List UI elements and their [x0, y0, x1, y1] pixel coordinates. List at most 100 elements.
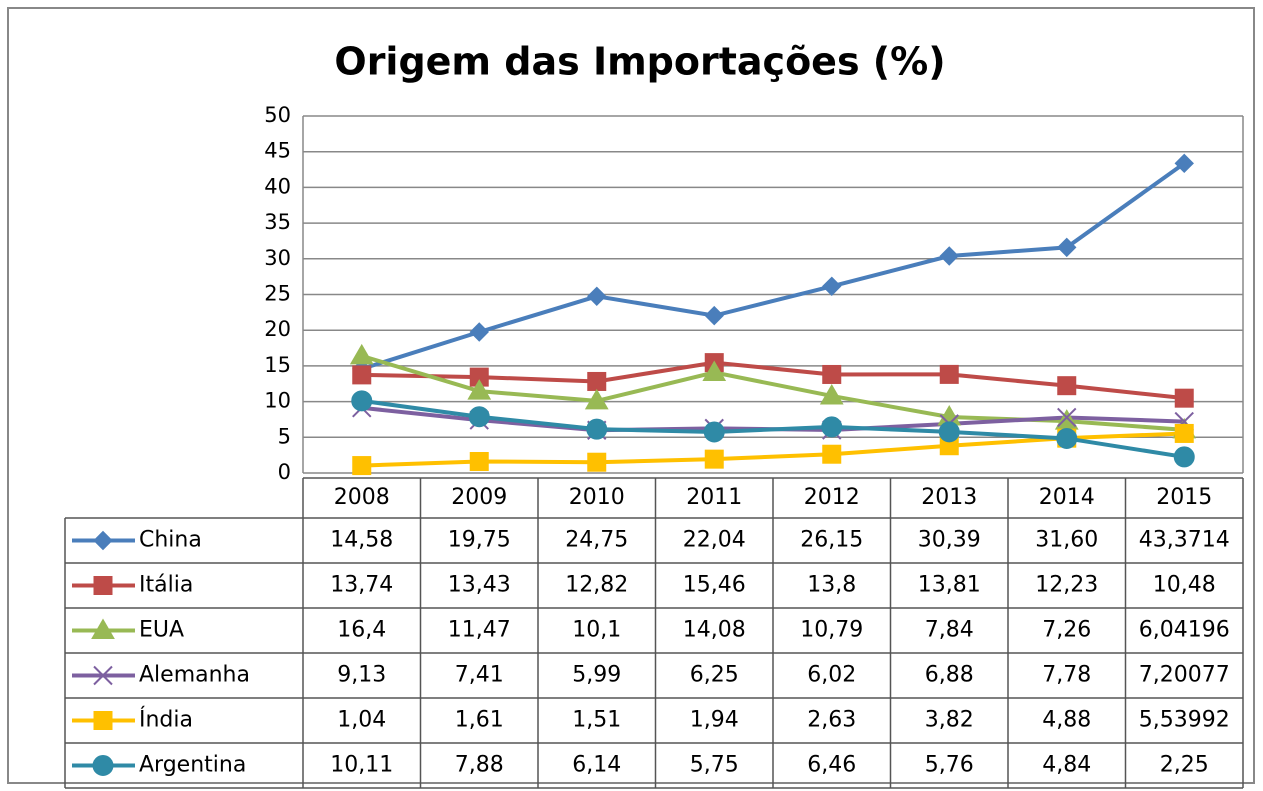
data-point: [586, 418, 608, 440]
data-point: [351, 390, 373, 412]
data-point: [704, 305, 724, 326]
x-tick-label: 2015: [1156, 485, 1212, 510]
data-point: [587, 452, 607, 472]
legend-label: Argentina: [139, 753, 246, 778]
table-value: 7,88: [455, 753, 504, 778]
data-point: [822, 276, 842, 296]
data-point: [587, 286, 607, 306]
table-value: 10,79: [800, 618, 863, 643]
table-value: 15,46: [683, 573, 746, 598]
data-point: [822, 444, 842, 464]
chart-border: [7, 7, 1255, 784]
series-line: [361, 360, 1185, 401]
x-tick-label: 2009: [451, 485, 507, 510]
table-value: 1,51: [572, 708, 621, 733]
table-value: 6,02: [807, 663, 856, 688]
table-value: 31,60: [1035, 528, 1098, 553]
y-tick-label: 15: [264, 353, 291, 377]
table-value: 14,58: [330, 528, 393, 553]
y-tick-label: 30: [264, 246, 291, 270]
table-value: 13,43: [448, 573, 511, 598]
table-value: 1,61: [455, 708, 504, 733]
data-point: [469, 322, 489, 342]
legend-label: EUA: [139, 618, 184, 643]
table-value: 2,25: [1160, 753, 1209, 778]
table-value: 13,8: [807, 573, 856, 598]
y-tick-label: 40: [264, 174, 291, 198]
table-value: 43,3714: [1139, 528, 1230, 553]
table-value: 13,81: [918, 573, 981, 598]
series-line: [361, 398, 1185, 459]
y-tick-label: 25: [264, 282, 291, 306]
table-value: 6,04196: [1139, 618, 1230, 643]
data-point: [584, 388, 609, 410]
chart-title: Origem das Importações (%): [334, 40, 945, 84]
table-value: 24,75: [565, 528, 628, 553]
table-value: 7,41: [455, 663, 504, 688]
data-point: [819, 383, 844, 405]
table-value: 10,1: [572, 618, 621, 643]
data-point: [938, 421, 960, 443]
data-point: [822, 364, 842, 384]
table-value: 10,11: [330, 753, 393, 778]
data-point: [467, 379, 492, 400]
table-value: 5,76: [925, 753, 974, 778]
data-point: [1056, 427, 1078, 449]
data-point: [352, 456, 372, 476]
table-value: 3,82: [925, 708, 974, 733]
data-point: [939, 246, 959, 266]
legend-key: [93, 530, 113, 551]
data-point: [352, 365, 372, 385]
x-tick-label: 2010: [569, 485, 625, 510]
data-point: [468, 406, 490, 428]
table-value: 7,78: [1042, 663, 1091, 688]
x-tick-label: 2012: [804, 485, 860, 510]
table-value: 13,74: [330, 573, 393, 598]
y-tick-label: 35: [264, 210, 291, 234]
x-tick-label: 2014: [1039, 485, 1095, 510]
data-point: [469, 452, 489, 472]
y-tick-label: 45: [264, 139, 291, 163]
table-value: 4,88: [1042, 708, 1091, 733]
y-tick-label: 10: [264, 389, 291, 413]
series-line: [361, 431, 1185, 468]
table-value: 11,47: [448, 618, 511, 643]
table-value: 6,46: [807, 753, 856, 778]
legend-label: China: [139, 528, 202, 553]
table-value: 7,26: [1042, 618, 1091, 643]
y-tick-label: 5: [278, 424, 291, 448]
table-value: 22,04: [683, 528, 746, 553]
table-value: 10,48: [1153, 573, 1216, 598]
data-point: [704, 449, 724, 469]
table-value: 7,20077: [1139, 663, 1230, 688]
table-value: 14,08: [683, 618, 746, 643]
data-point: [821, 416, 843, 438]
legend-key: [92, 755, 114, 776]
table-value: 5,99: [572, 663, 621, 688]
legend-key: [93, 711, 113, 730]
x-tick-label: 2008: [334, 485, 390, 510]
table-value: 7,84: [925, 618, 974, 643]
table-value: 26,15: [800, 528, 863, 553]
data-point: [1057, 237, 1077, 258]
table-value: 6,25: [690, 663, 739, 688]
x-tick-label: 2013: [921, 485, 977, 510]
table-value: 6,88: [925, 663, 974, 688]
legend-label: Alemanha: [139, 663, 250, 688]
data-point: [1174, 153, 1194, 174]
legend-key: [93, 576, 113, 595]
y-tick-label: 0: [278, 460, 291, 484]
table-value: 1,94: [690, 708, 739, 733]
table-value: 5,53992: [1139, 708, 1230, 733]
data-point: [703, 421, 725, 443]
table-value: 12,23: [1035, 573, 1098, 598]
y-tick-label: 20: [264, 317, 291, 341]
table-value: 5,75: [690, 753, 739, 778]
table-value: 2,63: [807, 708, 856, 733]
data-point: [1057, 376, 1077, 396]
legend-key: [93, 665, 113, 686]
data-point: [587, 371, 607, 391]
data-point: [1057, 407, 1077, 428]
data-point: [1174, 388, 1194, 408]
